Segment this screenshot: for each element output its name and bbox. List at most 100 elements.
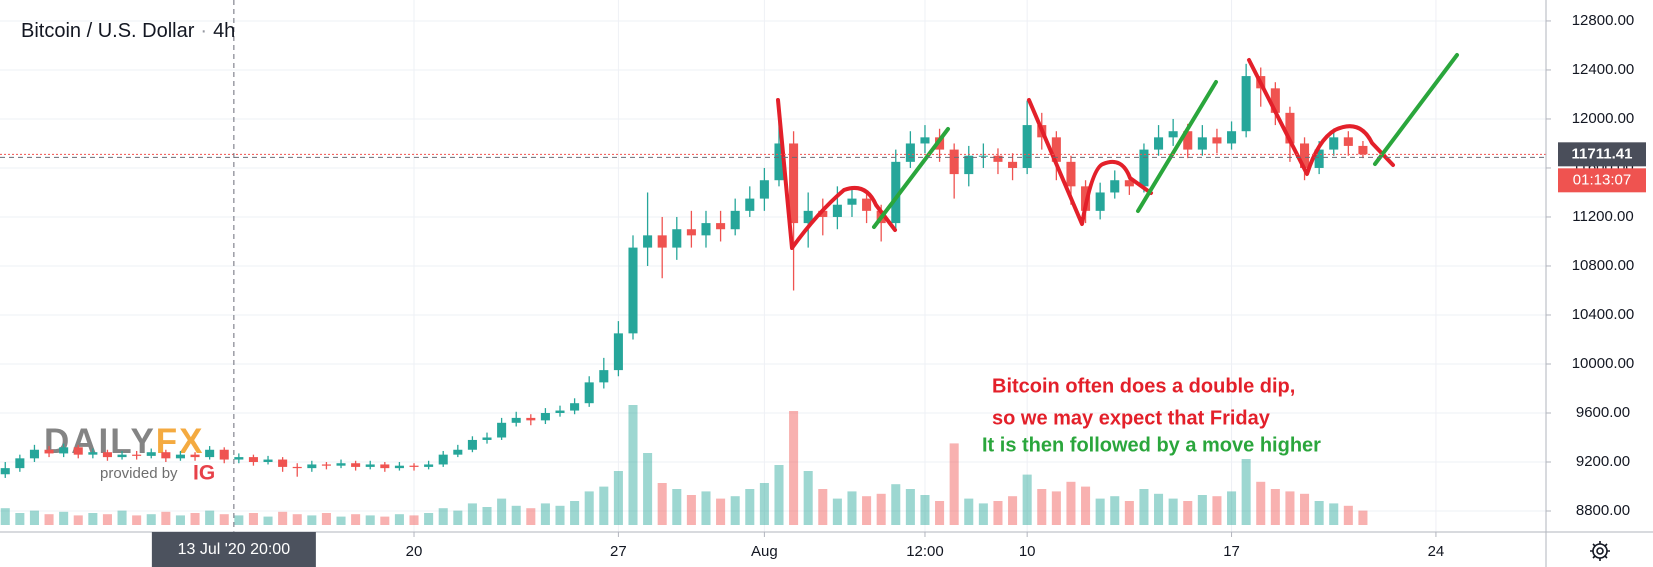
volume-bar xyxy=(511,505,521,525)
volume-bar xyxy=(774,465,784,525)
candle-body xyxy=(1300,143,1310,168)
green-drawing xyxy=(1136,80,1218,213)
grid xyxy=(0,0,1546,532)
candle-body xyxy=(292,466,302,469)
candle-body xyxy=(219,449,229,460)
drawings xyxy=(776,53,1459,250)
candle-body xyxy=(745,198,755,211)
volume-bar xyxy=(234,515,244,525)
x-tick-label: 17 xyxy=(1223,543,1240,560)
candle-body xyxy=(453,449,463,455)
volume-bar xyxy=(1037,489,1047,525)
volume-bar xyxy=(891,484,901,525)
volume-bar xyxy=(1168,498,1178,525)
candle-body xyxy=(175,454,185,459)
volume-bar xyxy=(1343,505,1353,525)
settings-button[interactable] xyxy=(1590,541,1610,561)
candle-body xyxy=(1051,137,1061,162)
candle-body xyxy=(73,447,83,455)
volume-bar xyxy=(1358,510,1368,525)
y-tick-label: 12800.00 xyxy=(1572,12,1635,29)
candle-body xyxy=(1066,161,1076,187)
candle-body xyxy=(336,463,346,466)
candle-body xyxy=(1270,88,1280,113)
candles xyxy=(0,63,1368,478)
volume-bar xyxy=(1212,496,1222,525)
y-tick-label: 11200.00 xyxy=(1572,208,1633,225)
annotation: It is then followed by a move higher xyxy=(982,434,1321,456)
volume-bar xyxy=(1285,491,1295,525)
y-tick-label: 12400.00 xyxy=(1572,61,1635,78)
candle-body xyxy=(88,452,98,455)
volume-bar xyxy=(1227,491,1237,525)
volume-bar xyxy=(394,514,404,525)
volume-bar xyxy=(29,510,39,525)
green-drawing xyxy=(872,127,950,229)
candle-body xyxy=(555,410,565,413)
x-tick-label: 27 xyxy=(610,543,627,560)
candle-body xyxy=(570,403,580,411)
volume-bar xyxy=(1241,459,1251,525)
y-tick-label: 10400.00 xyxy=(1572,306,1635,323)
candle-body xyxy=(29,449,39,459)
candle-body xyxy=(190,454,200,458)
volume-bar xyxy=(920,495,930,525)
candle-body xyxy=(0,468,10,475)
candle-body xyxy=(146,452,156,456)
interval: 4h xyxy=(213,20,235,42)
volume-bar xyxy=(1110,496,1120,525)
candle-body xyxy=(482,437,492,440)
x-tick-label: 24 xyxy=(1428,543,1445,560)
candle-body xyxy=(920,137,930,144)
candle-body xyxy=(949,149,959,175)
volume-bar xyxy=(482,507,492,525)
volume-bar xyxy=(409,515,419,525)
volume-bar xyxy=(73,515,83,525)
volume-bar xyxy=(1197,495,1207,525)
candle-body xyxy=(1285,112,1295,144)
volume-bar xyxy=(657,483,667,525)
candle-body xyxy=(307,464,317,469)
volume-bar xyxy=(205,510,215,525)
candle-body xyxy=(774,143,784,181)
volume-bar xyxy=(351,514,361,525)
volume-bar xyxy=(321,513,331,525)
volume-bar xyxy=(365,515,375,525)
volume-bar xyxy=(803,471,813,525)
candle-body xyxy=(132,454,142,456)
candle-body xyxy=(716,223,726,230)
candle-body xyxy=(1212,137,1222,144)
volume-bar xyxy=(686,495,696,525)
x-tick-label: 12:00 xyxy=(906,543,944,560)
volume-bar xyxy=(0,508,10,525)
y-tick-label: 8800.00 xyxy=(1576,502,1630,519)
candle-body xyxy=(832,204,842,217)
red-drawing xyxy=(1247,58,1395,176)
volume-bar xyxy=(526,508,536,525)
candle-body xyxy=(248,457,258,463)
x-tick-label: 10 xyxy=(1019,543,1036,560)
volume-bar xyxy=(117,510,127,525)
annotation: Bitcoin often does a double dip, xyxy=(992,375,1295,397)
candle-body xyxy=(803,210,813,224)
candle-body xyxy=(905,143,915,162)
volume-bar xyxy=(1329,503,1339,525)
logo-brand: IG xyxy=(193,462,215,485)
volume-bar xyxy=(497,498,507,525)
volume-bar xyxy=(146,514,156,525)
volume-bar xyxy=(380,516,390,525)
volume-bar xyxy=(278,511,288,525)
countdown-badge xyxy=(1558,168,1646,193)
volume-bar xyxy=(175,515,185,525)
candle-body xyxy=(44,449,54,454)
volume-bar xyxy=(467,503,477,525)
x-tick-label: Aug xyxy=(751,543,778,560)
candle-body xyxy=(891,161,901,224)
volume-bar xyxy=(1300,493,1310,525)
volume-bar xyxy=(438,508,448,525)
volume-bar xyxy=(935,501,945,525)
volume-bar xyxy=(44,514,54,525)
volume-bar xyxy=(307,515,317,525)
